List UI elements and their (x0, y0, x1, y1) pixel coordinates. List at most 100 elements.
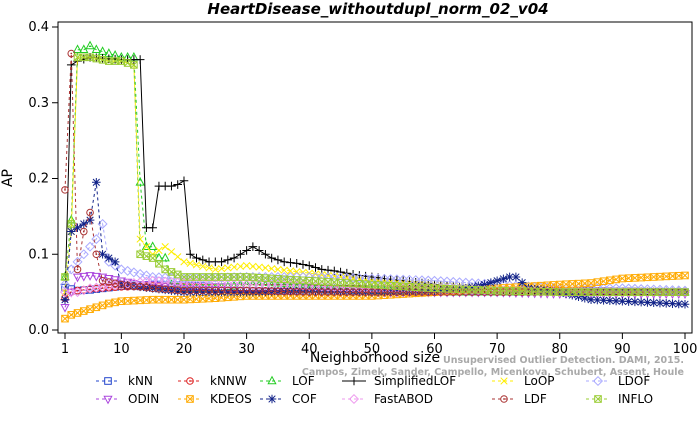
point-loop (199, 262, 207, 271)
point-kdeos (61, 314, 69, 323)
point-inflo (173, 270, 182, 279)
point-cof (179, 287, 189, 297)
point-simplifiedlof (223, 255, 233, 265)
point-simplifiedlof (148, 223, 157, 233)
x-tick-label: 80 (551, 342, 568, 357)
point-cof (236, 287, 245, 297)
point-simplifiedlof (411, 277, 421, 287)
x-tick-label: 40 (301, 342, 318, 357)
point-cof (405, 286, 414, 296)
point-cof (536, 285, 546, 295)
legend-item-odin: ODIN (96, 392, 159, 406)
point-ldof (153, 272, 164, 283)
point-cof (436, 285, 446, 295)
point-kdeos (681, 271, 689, 280)
x-axis: 1 10 20 30 40 50 60 70 80 90 100 (61, 333, 697, 357)
point-cof (511, 272, 521, 282)
point-cof (599, 296, 608, 305)
point-lof (72, 44, 83, 54)
point-cof (517, 278, 527, 287)
point-cof (624, 297, 633, 306)
credit-line-1: Unsupervised Outlier Detection. DAMI, 20… (443, 355, 684, 366)
point-ldof (636, 284, 647, 295)
point-cof (167, 286, 176, 295)
point-odin (241, 287, 252, 296)
point-kdeos (67, 311, 76, 319)
point-kdeos (86, 305, 94, 313)
point-cof (430, 286, 439, 295)
point-ldof (160, 272, 171, 283)
point-kdeos (167, 295, 176, 304)
point-cof (586, 295, 596, 304)
point-cof (630, 297, 640, 307)
point-loop (142, 243, 151, 251)
legend-item-inflo: INFLO (586, 392, 653, 406)
point-cof (204, 287, 214, 297)
point-loop (205, 264, 213, 272)
legend-label-knn: kNN (128, 374, 153, 388)
legend: kNN kNNW LOF SimplifiedLOF LoOP LDOF ODIN KDEOS… (96, 374, 653, 406)
point-odin (91, 272, 101, 282)
point-cof (636, 297, 646, 307)
point-cof (492, 276, 502, 286)
point-cof (104, 253, 114, 263)
legend-label-fastabod: FastABOD (374, 392, 433, 406)
point-ldf (79, 227, 88, 236)
legend-label-kdeos: KDEOS (210, 392, 252, 406)
point-ldof (78, 249, 89, 260)
point-cof (185, 287, 195, 297)
point-cof (229, 287, 239, 297)
point-odin (66, 288, 76, 298)
legend-label-simplifiedlof: SimplifiedLOF (374, 374, 456, 388)
point-kdeos (180, 295, 188, 304)
point-cof (611, 296, 621, 306)
point-loop (249, 262, 257, 271)
point-cof (486, 278, 496, 287)
point-loop (167, 248, 176, 256)
point-simplifiedlof (173, 180, 183, 189)
y-axis: 0.0 0.1 0.2 0.3 0.4 (28, 20, 58, 338)
point-simplifiedlof (217, 257, 226, 267)
point-inflo (618, 288, 627, 296)
point-loop (155, 246, 163, 255)
point-ldof (642, 284, 653, 295)
y-axis-label: AP (0, 169, 16, 187)
point-cof (655, 298, 665, 308)
point-cof (198, 287, 208, 297)
point-inflo (148, 254, 157, 262)
y-tick-label: 0.2 (28, 172, 49, 187)
point-loop (230, 263, 238, 271)
legend-marker-inflo (594, 395, 602, 403)
legend-label-odin: ODIN (128, 392, 159, 406)
point-kdeos (105, 299, 113, 308)
point-inflo (130, 61, 138, 69)
x-tick-label: 60 (426, 342, 443, 357)
legend-item-simplifiedlof: SimplifiedLOF (342, 374, 456, 388)
point-odin (79, 272, 89, 282)
point-ldof (141, 270, 152, 281)
point-kdeos (98, 301, 107, 310)
legend-item-knnw: kNNW (178, 374, 247, 388)
point-loop (186, 259, 194, 267)
legend-marker-fastabod (348, 393, 360, 405)
point-simplifiedlof (229, 253, 239, 263)
point-loop (255, 263, 263, 271)
legend-label-ldf: LDF (524, 392, 547, 406)
point-loop (211, 265, 219, 274)
point-cof (580, 293, 590, 303)
point-cof (292, 286, 302, 296)
point-cof (668, 299, 677, 308)
point-kdeos (580, 279, 589, 288)
legend-marker-knnw (186, 377, 194, 385)
point-inflo (681, 288, 689, 296)
point-inflo (142, 252, 151, 260)
point-cof (680, 299, 690, 309)
point-loop (174, 253, 182, 261)
point-kdeos (155, 295, 163, 304)
point-odin (72, 273, 83, 283)
credit-line-2: Campos, Zimek, Sander, Campello, Micenko… (302, 367, 684, 378)
point-odin (185, 285, 195, 294)
point-cof (73, 223, 82, 233)
point-cof (85, 215, 95, 225)
point-odin (60, 303, 70, 313)
